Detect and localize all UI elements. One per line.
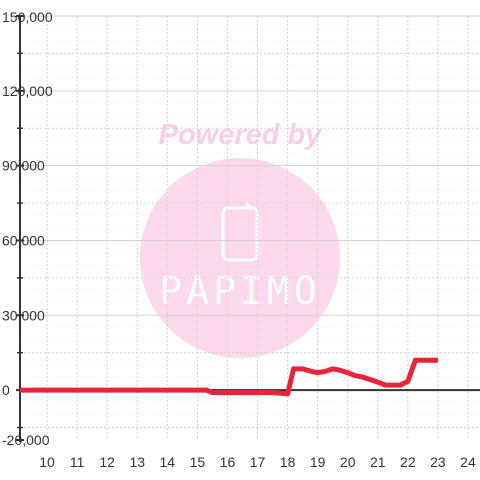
x-tick-label: 20 [340, 454, 356, 470]
x-tick-label: 10 [39, 454, 55, 470]
x-tick-label: 23 [430, 454, 446, 470]
y-tick-label: 30,000 [2, 307, 45, 323]
x-tick-label: 15 [190, 454, 206, 470]
watermark-brand: PAPIMO [159, 269, 320, 313]
x-tick-label: 22 [400, 454, 416, 470]
y-tick-label: 60,000 [2, 232, 45, 248]
y-tick-label: 150,000 [2, 9, 53, 25]
x-tick-label: 24 [460, 454, 476, 470]
x-tick-label: 18 [280, 454, 296, 470]
x-tick-label: 21 [370, 454, 386, 470]
watermark-circle [140, 158, 340, 358]
watermark: Powered by PAPIMO [140, 119, 340, 358]
tick-labels: -20,000 0 30,000 60,000 90,000 120,000 150,000… [2, 9, 476, 470]
phone-icon [221, 202, 259, 262]
x-tick-label: 17 [250, 454, 266, 470]
watermark-title: Powered by [159, 119, 324, 151]
x-tick-label: 11 [70, 454, 85, 470]
y-tick-label: -20,000 [2, 432, 50, 448]
series-line-0 [20, 357, 438, 397]
series [20, 357, 438, 397]
x-tick-label: 12 [99, 454, 115, 470]
x-tick-label: 14 [160, 454, 176, 470]
y-tick-label: 0 [2, 382, 10, 398]
y-tick-label: 90,000 [2, 158, 45, 174]
x-tick-label: 19 [310, 454, 326, 470]
y-tick-label: 120,000 [2, 83, 53, 99]
x-tick-label: 13 [129, 454, 145, 470]
x-tick-label: 16 [220, 454, 236, 470]
